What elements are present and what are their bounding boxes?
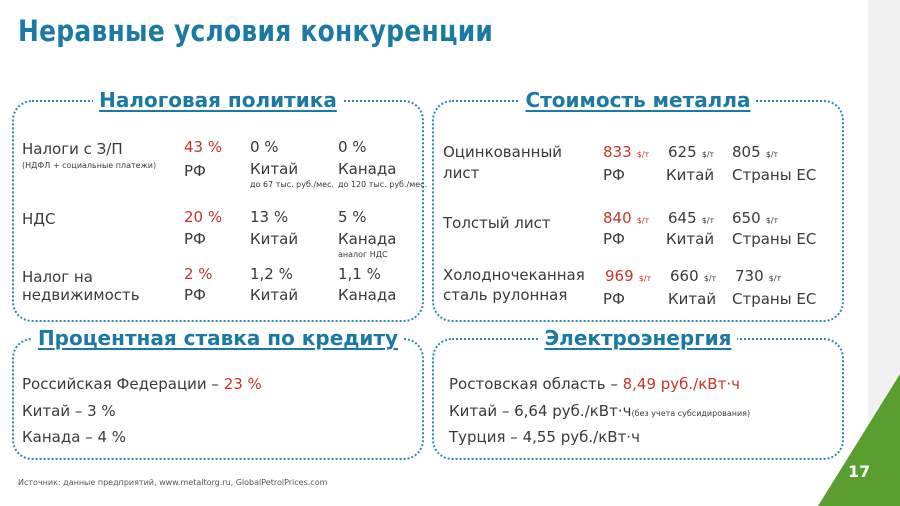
tax-value-ru: 43 % — [184, 138, 223, 156]
metal-country-cn: Китай — [666, 166, 715, 184]
metal-unit: $/т — [701, 216, 715, 225]
page-title: Неравные условия конкуренции — [18, 14, 494, 48]
tax-note-cn: до 67 тыс. руб./мес. — [250, 180, 335, 189]
tax-policy-title: Налоговая политика — [14, 88, 422, 112]
metal-country-eu: Страны ЕС — [732, 230, 817, 248]
corner-triangle — [818, 374, 900, 506]
metal-unit: $/т — [636, 150, 650, 159]
tax-note-ca: до 120 тыс. руб./мес. — [338, 180, 428, 189]
tax-value-cn: 13 % — [250, 208, 289, 226]
electricity-panel: Электроэнергия — [432, 326, 844, 460]
energy-line-rostov: Ростовская область – 8,49 руб./кВт·ч — [449, 375, 740, 393]
tax-value-ca: 5 % — [338, 208, 367, 226]
metal-row-label: Оцинкованный — [443, 143, 563, 161]
metal-unit: $/т — [765, 216, 779, 225]
metal-row-label: сталь рулонная — [443, 286, 568, 304]
metal-country-ru: РФ — [603, 166, 625, 184]
metal-unit: $/т — [636, 216, 650, 225]
metal-country-eu: Страны ЕС — [732, 290, 817, 308]
source-note: Источник: данные предприятий, www.metalt… — [18, 478, 328, 487]
tax-value-cn: 1,2 % — [250, 265, 293, 283]
credit-value-ru: 23 % — [223, 375, 262, 393]
tax-row-label: НДС — [22, 210, 56, 228]
credit-line-ca: Канада – 4 % — [22, 428, 127, 446]
metal-value-eu: 730 $/т — [735, 267, 782, 285]
metal-value-eu: 650 $/т — [732, 209, 779, 227]
electricity-title: Электроэнергия — [434, 326, 842, 350]
metal-value-ru: 969 $/т — [605, 267, 652, 285]
metal-country-eu: Страны ЕС — [732, 166, 817, 184]
tax-value-cn: 0 % — [250, 138, 279, 156]
metal-cost-panel: Стоимость металла — [432, 88, 844, 322]
energy-line-tr: Турция – 4,55 руб./кВт·ч — [449, 428, 640, 446]
metal-country-cn: Китай — [668, 290, 717, 308]
tax-country-ru: РФ — [184, 286, 206, 304]
metal-row-label: Толстый лист — [443, 214, 551, 232]
tax-country-cn: Китай — [250, 160, 299, 178]
tax-value-ru: 20 % — [184, 208, 223, 226]
tax-country-ru: РФ — [184, 162, 206, 180]
tax-value-ca: 1,1 % — [338, 265, 381, 283]
tax-country-ru: РФ — [184, 230, 206, 248]
metal-unit: $/т — [765, 150, 779, 159]
metal-row-label: лист — [443, 164, 480, 182]
tax-country-cn: Китай — [250, 286, 299, 304]
metal-value-ru: 833 $/т — [603, 143, 650, 161]
metal-value-cn: 625 $/т — [668, 143, 715, 161]
energy-line-cn: Китай – 6,64 руб./кВт·ч(без учета субсид… — [449, 402, 751, 420]
energy-note-cn: (без учета субсидирования) — [631, 409, 751, 418]
energy-value-rostov: 8,49 руб./кВт·ч — [622, 375, 740, 393]
metal-row-label: Холодночеканная — [443, 266, 585, 284]
credit-rate-title: Процентная ставка по кредиту — [14, 326, 422, 350]
tax-country-ca: Канада — [338, 286, 397, 304]
tax-row-sublabel: (НДФЛ + социальные платежи) — [22, 161, 157, 170]
tax-country-ca: Канада — [338, 160, 397, 178]
credit-line-cn: Китай – 3 % — [22, 402, 116, 420]
tax-policy-panel: Налоговая политика — [12, 88, 424, 322]
tax-country-ca: Канада — [338, 230, 397, 248]
tax-row-label: Налог на — [22, 268, 93, 286]
metal-country-cn: Китай — [666, 230, 715, 248]
tax-note-ca: аналог НДС — [338, 250, 388, 259]
tax-country-cn: Китай — [250, 230, 299, 248]
tax-row-label: Налоги с З/П — [22, 140, 123, 158]
metal-value-cn: 645 $/т — [668, 209, 715, 227]
metal-country-ru: РФ — [603, 290, 625, 308]
metal-value-ru: 840 $/т — [603, 209, 650, 227]
metal-cost-title: Стоимость металла — [434, 88, 842, 112]
metal-unit: $/т — [768, 274, 782, 283]
metal-unit: $/т — [703, 274, 717, 283]
credit-rate-panel: Процентная ставка по кредиту — [12, 326, 424, 460]
metal-country-ru: РФ — [603, 230, 625, 248]
tax-value-ca: 0 % — [338, 138, 367, 156]
credit-line-ru: Российская Федерации – 23 % — [22, 375, 262, 393]
metal-value-cn: 660 $/т — [670, 267, 717, 285]
metal-unit: $/т — [638, 274, 652, 283]
tax-value-ru: 2 % — [184, 265, 213, 283]
metal-unit: $/т — [701, 150, 715, 159]
tax-row-label: недвижимость — [22, 286, 140, 304]
page-number: 17 — [848, 462, 871, 481]
metal-value-eu: 805 $/т — [732, 143, 779, 161]
